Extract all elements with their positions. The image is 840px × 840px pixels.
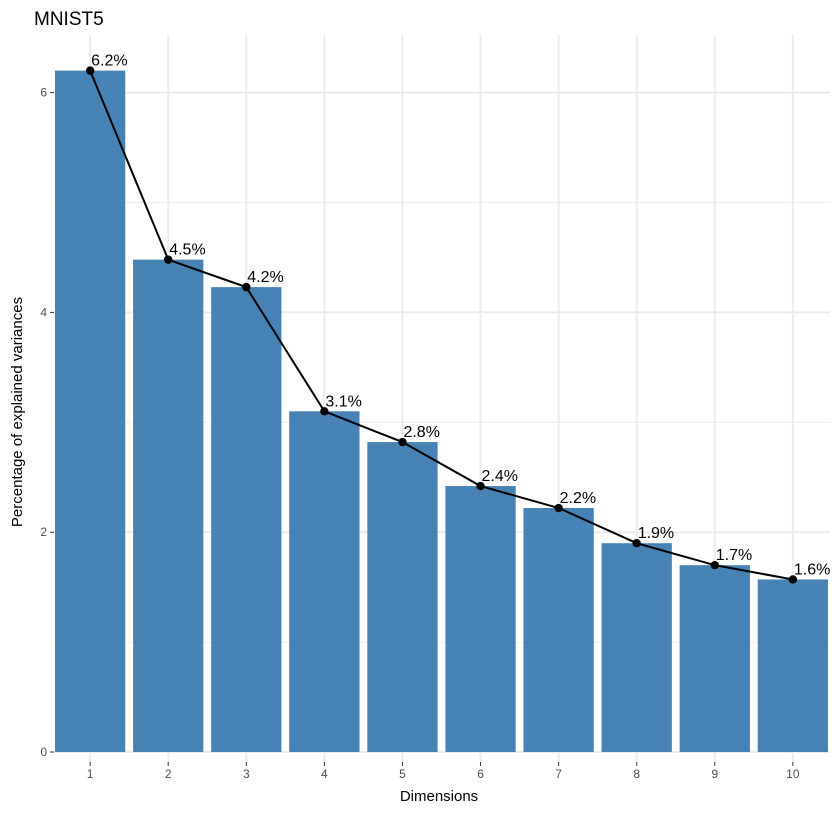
data-point-7	[554, 503, 563, 513]
data-point-10	[788, 575, 798, 584]
data-label-8: 1.9%	[638, 525, 674, 542]
y-tick-label: 2	[40, 525, 47, 539]
bar-8	[601, 543, 672, 752]
x-axis-title: Dimensions	[400, 788, 478, 805]
data-point-5	[398, 437, 407, 447]
bar-5	[367, 442, 438, 752]
x-tick-label: 4	[321, 767, 328, 781]
y-tick-label: 6	[40, 86, 47, 100]
data-label-5: 2.8%	[403, 424, 439, 441]
trend-line	[89, 70, 794, 581]
x-tick-label: 5	[399, 767, 406, 781]
data-label-7: 2.2%	[560, 490, 596, 507]
y-axis-title: Percentage of explained variances	[9, 297, 26, 527]
data-point-4	[320, 407, 329, 416]
x-tick-label: 9	[711, 767, 718, 781]
data-point-6	[476, 481, 485, 491]
data-label-4: 3.1%	[325, 393, 361, 410]
x-tick-label: 2	[165, 767, 172, 781]
bar-1	[55, 70, 126, 753]
data-label-1: 6.2%	[91, 53, 127, 70]
bar-10	[757, 579, 828, 752]
y-tick-label: 4	[40, 305, 47, 319]
bar-4	[289, 411, 360, 752]
data-point-3	[242, 282, 251, 292]
data-point-9	[710, 560, 719, 570]
data-point-1	[85, 66, 95, 75]
data-label-9: 1.7%	[716, 547, 752, 564]
labels-layer: 6.2% 4.5% 4.2% 3.1% 2.8% 2.4% 2.2% 1.9% 1.7% 1.6%	[91, 53, 830, 579]
line-layer	[89, 70, 794, 581]
chart-title: MNIST5	[34, 9, 104, 30]
data-label-3: 4.2%	[247, 269, 283, 286]
x-tick-label: 8	[633, 767, 640, 781]
bar-6	[445, 486, 516, 752]
x-tick-label: 10	[786, 767, 800, 781]
data-point-8	[632, 538, 641, 548]
bars-layer	[55, 70, 828, 753]
x-tick-label: 1	[87, 767, 94, 781]
bar-9	[679, 565, 750, 752]
data-label-2: 4.5%	[169, 242, 205, 259]
axis-layer: 0 2 4 6 1 2 3 4 5 6 7 8 9 10	[40, 86, 800, 781]
x-tick-label: 7	[555, 767, 562, 781]
data-label-10: 1.6%	[794, 561, 830, 578]
data-point-2	[164, 255, 173, 264]
y-tick-label: 0	[40, 745, 47, 759]
x-tick-label: 6	[477, 767, 484, 781]
points-layer	[85, 66, 798, 584]
bar-7	[523, 508, 594, 752]
x-tick-label: 3	[243, 767, 250, 781]
bar-2	[133, 259, 204, 752]
bar-3	[211, 287, 282, 752]
data-label-6: 2.4%	[482, 468, 518, 485]
